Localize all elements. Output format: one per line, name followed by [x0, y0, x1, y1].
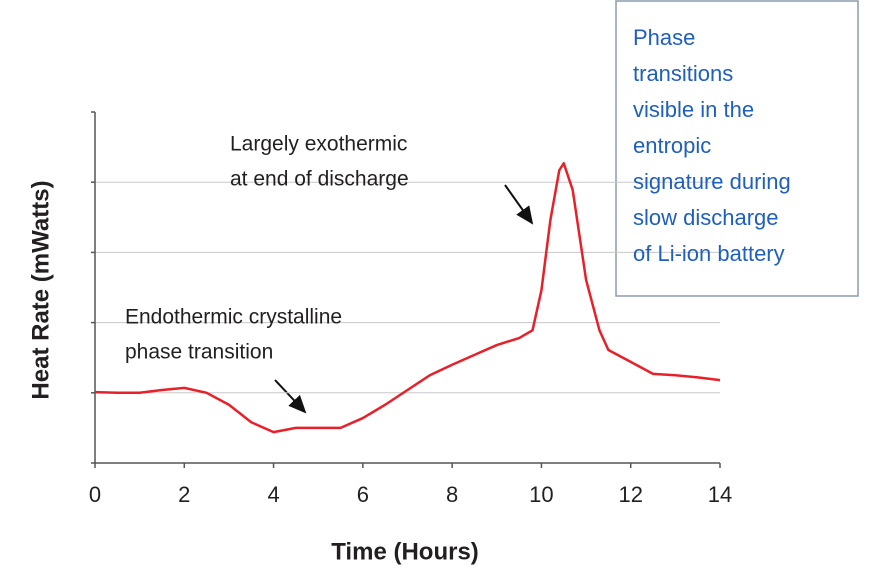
- x-tick-label: 8: [446, 482, 458, 507]
- callout-box: [615, 0, 859, 297]
- callout-text: transitions: [633, 61, 733, 86]
- callout-text: signature during: [633, 169, 791, 194]
- x-axis-label: Time (Hours): [331, 538, 479, 565]
- x-tick-label: 12: [618, 482, 642, 507]
- y-axis-label: Heat Rate (mWatts): [27, 180, 54, 399]
- annotation: Largely exothermic: [230, 133, 407, 156]
- callout-text: slow discharge: [633, 205, 779, 230]
- x-tick-label: 14: [708, 482, 732, 507]
- x-tick-label: 4: [267, 482, 279, 507]
- line: [94, 161, 721, 434]
- callout-text: Phase: [633, 25, 695, 50]
- x-tick-label: 0: [89, 482, 101, 507]
- callout-text: entropic: [633, 133, 711, 158]
- annotation: phase transition: [125, 341, 273, 364]
- x-tick-label: 2: [178, 482, 190, 507]
- callout-text: visible in the: [633, 97, 754, 122]
- x-tick-label: 10: [529, 482, 553, 507]
- callout-text: of Li-ion battery: [633, 241, 785, 266]
- arrow: [274, 379, 307, 414]
- arrow: [504, 184, 534, 225]
- annotation: Endothermic crystalline: [125, 306, 342, 329]
- x-tick-label: 6: [357, 482, 369, 507]
- annotation: at end of discharge: [230, 168, 409, 191]
